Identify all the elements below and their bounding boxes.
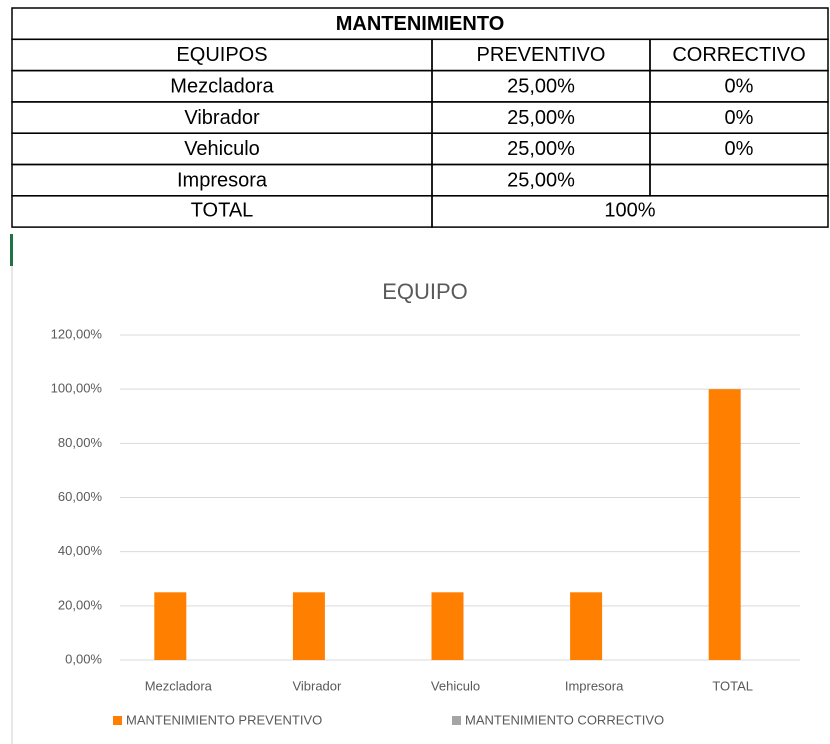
x-tick-label: Impresora	[565, 678, 624, 693]
y-tick-label: 40,00%	[58, 543, 103, 558]
bar	[292, 592, 325, 660]
chart-title: EQUIPO	[382, 279, 468, 304]
x-tick-label: Vibrador	[292, 678, 342, 693]
table-text: 25,00%	[507, 169, 575, 191]
bar	[154, 592, 187, 660]
y-tick-label: 100,00%	[51, 381, 103, 396]
x-tick-label: Vehiculo	[431, 678, 480, 693]
x-tick-label: Mezcladora	[145, 678, 213, 693]
bar	[431, 592, 464, 660]
column-header: EQUIPOS	[176, 44, 267, 66]
legend-swatch	[452, 716, 461, 725]
column-header: PREVENTIVO	[477, 44, 606, 66]
y-tick-label: 60,00%	[58, 489, 103, 504]
legend-label: MANTENIMIENTO PREVENTIVO	[126, 712, 322, 727]
table-text: Vibrador	[184, 107, 260, 129]
table-text: Mezcladora	[170, 76, 274, 98]
column-header: CORRECTIVO	[672, 44, 805, 66]
table-text: 25,00%	[507, 76, 575, 98]
y-tick-label: 80,00%	[58, 435, 103, 450]
table-text: 25,00%	[507, 107, 575, 129]
y-tick-label: 120,00%	[51, 326, 103, 341]
cell-cursor	[10, 234, 13, 266]
table-title: MANTENIMIENTO	[336, 13, 505, 35]
table-text: 0%	[725, 138, 754, 160]
table-text: Impresora	[177, 169, 268, 191]
table-cell	[431, 195, 829, 228]
x-tick-label: TOTAL	[712, 678, 753, 693]
table-text: 0%	[725, 76, 754, 98]
legend-swatch	[113, 716, 122, 725]
y-tick-label: 20,00%	[58, 597, 103, 612]
bar	[708, 389, 741, 660]
y-tick-label: 0,00%	[65, 651, 102, 666]
bar	[570, 592, 603, 660]
total-value: 100%	[604, 200, 655, 222]
total-label: TOTAL	[191, 200, 254, 222]
table-text: Vehiculo	[184, 138, 260, 160]
table-text: 25,00%	[507, 138, 575, 160]
legend-label: MANTENIMIENTO CORRECTIVO	[465, 712, 664, 727]
table-text: 0%	[725, 107, 754, 129]
